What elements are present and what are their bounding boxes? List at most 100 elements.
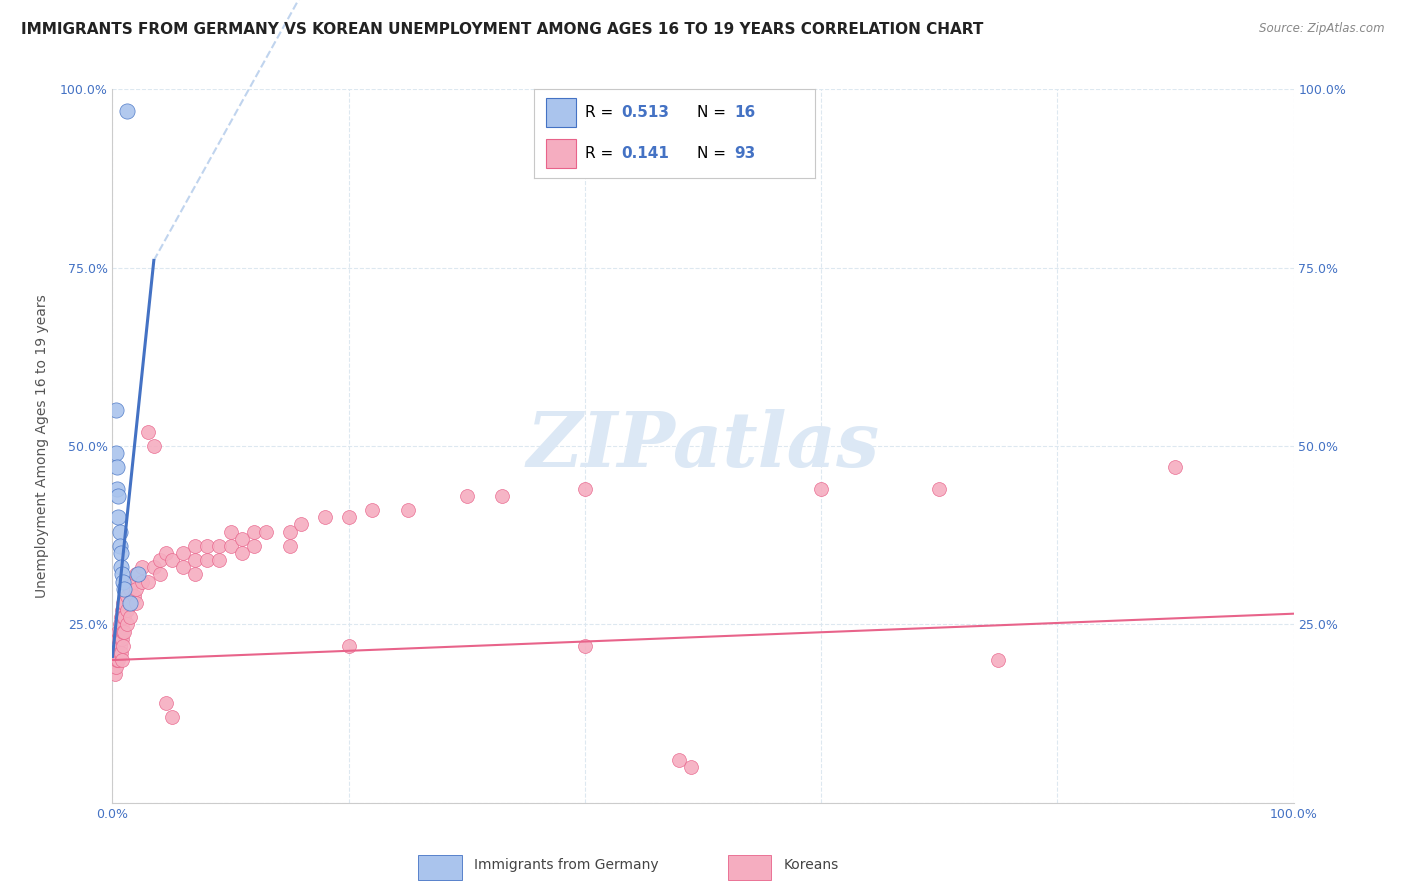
Point	[111, 617, 134, 632]
Point	[142, 439, 165, 453]
Point	[810, 482, 832, 496]
Point	[290, 517, 312, 532]
Point	[110, 646, 132, 660]
Point	[396, 503, 419, 517]
Point	[107, 624, 129, 639]
Point	[172, 560, 194, 574]
Point	[112, 624, 135, 639]
Text: ZIPatlas: ZIPatlas	[526, 409, 880, 483]
Text: IMMIGRANTS FROM GERMANY VS KOREAN UNEMPLOYMENT AMONG AGES 16 TO 19 YEARS CORRELA: IMMIGRANTS FROM GERMANY VS KOREAN UNEMPL…	[21, 22, 983, 37]
Point	[105, 446, 128, 460]
Point	[112, 610, 135, 624]
Text: R =: R =	[585, 146, 619, 161]
Point	[120, 596, 142, 610]
Point	[105, 660, 128, 674]
Point	[278, 539, 301, 553]
Point	[112, 610, 135, 624]
Point	[184, 539, 207, 553]
Bar	[728, 855, 770, 880]
Point	[108, 539, 131, 553]
Point	[108, 524, 131, 539]
Point	[120, 596, 142, 610]
Point	[108, 617, 131, 632]
Point	[125, 567, 148, 582]
Bar	[419, 855, 461, 880]
Point	[155, 696, 177, 710]
Point	[160, 553, 183, 567]
Point	[112, 582, 135, 596]
Point	[1164, 460, 1187, 475]
Point	[131, 560, 153, 574]
Point	[127, 567, 149, 582]
Point	[208, 539, 231, 553]
Point	[105, 646, 128, 660]
Point	[361, 503, 384, 517]
Point	[243, 539, 266, 553]
Text: 93: 93	[734, 146, 755, 161]
Point	[108, 639, 131, 653]
Point	[108, 624, 131, 639]
Point	[108, 646, 131, 660]
Text: Source: ZipAtlas.com: Source: ZipAtlas.com	[1260, 22, 1385, 36]
Point	[195, 553, 218, 567]
Point	[456, 489, 478, 503]
Point	[107, 489, 129, 503]
Point	[184, 567, 207, 582]
Point	[110, 546, 132, 560]
Point	[254, 524, 277, 539]
Point	[110, 610, 132, 624]
Point	[112, 624, 135, 639]
Point	[184, 553, 207, 567]
Point	[104, 660, 127, 674]
Point	[115, 103, 138, 118]
Point	[105, 482, 128, 496]
Point	[155, 546, 177, 560]
Point	[105, 653, 128, 667]
Text: Immigrants from Germany: Immigrants from Germany	[474, 858, 659, 872]
Point	[103, 646, 125, 660]
Point	[105, 653, 128, 667]
Point	[928, 482, 950, 496]
Point	[243, 524, 266, 539]
Bar	[546, 139, 576, 168]
Point	[105, 639, 128, 653]
Point	[112, 639, 135, 653]
Point	[115, 617, 138, 632]
Point	[111, 567, 134, 582]
Point	[125, 596, 148, 610]
Point	[110, 560, 132, 574]
Point	[110, 624, 132, 639]
Point	[120, 582, 142, 596]
Point	[314, 510, 336, 524]
Point	[149, 567, 172, 582]
Point	[337, 639, 360, 653]
Point	[136, 574, 159, 589]
Point	[111, 603, 134, 617]
Text: 0.513: 0.513	[621, 105, 669, 120]
Point	[105, 646, 128, 660]
Point	[219, 524, 242, 539]
Point	[107, 632, 129, 646]
Point	[136, 425, 159, 439]
Point	[231, 546, 253, 560]
Point	[491, 489, 513, 503]
Point	[131, 574, 153, 589]
Text: Koreans: Koreans	[783, 858, 838, 872]
Point	[115, 603, 138, 617]
Text: R =: R =	[585, 105, 619, 120]
Point	[105, 632, 128, 646]
Point	[160, 710, 183, 724]
Point	[112, 596, 135, 610]
Point	[278, 524, 301, 539]
Point	[337, 510, 360, 524]
Point	[111, 632, 134, 646]
Point	[195, 539, 218, 553]
Point	[105, 403, 128, 417]
Point	[172, 546, 194, 560]
Point	[105, 639, 128, 653]
Text: N =: N =	[697, 105, 731, 120]
Point	[208, 553, 231, 567]
Text: 16: 16	[734, 105, 755, 120]
Point	[219, 539, 242, 553]
Point	[122, 574, 145, 589]
